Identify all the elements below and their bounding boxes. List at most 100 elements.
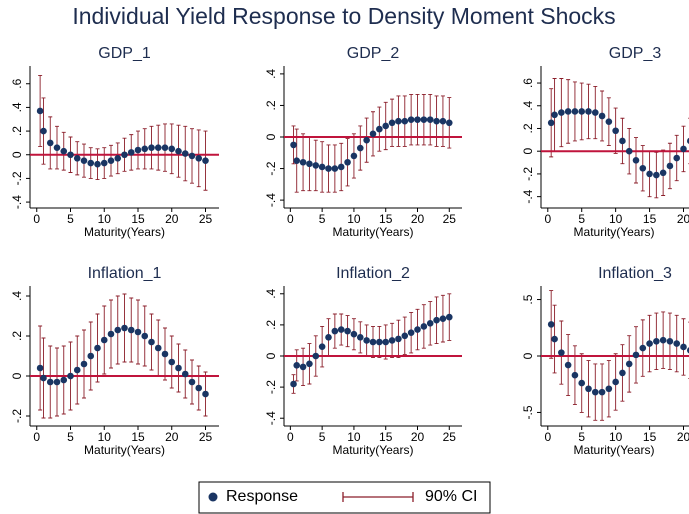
legend-ci-label: 90% CI: [425, 488, 477, 505]
response-point: [578, 108, 586, 115]
response-point: [195, 155, 203, 162]
response-point: [571, 371, 579, 379]
response-point: [87, 352, 95, 360]
y-tick-label: -.5: [521, 405, 535, 419]
y-tick-label: .2: [264, 100, 278, 110]
response-point: [407, 116, 415, 123]
x-axis-label: Maturity(Years): [574, 225, 655, 239]
response-point: [420, 323, 428, 330]
response-point: [53, 378, 61, 386]
x-tick-label: 25: [443, 212, 457, 226]
response-point: [67, 372, 74, 380]
response-point: [632, 156, 640, 164]
response-point: [175, 147, 182, 155]
y-tick-label: .4: [264, 288, 278, 298]
response-point: [612, 378, 619, 386]
response-point: [564, 108, 572, 115]
response-point: [558, 109, 565, 116]
response-point: [401, 332, 409, 340]
response-point: [73, 155, 81, 162]
x-tick-label: 0: [33, 430, 40, 444]
response-point: [134, 146, 142, 154]
response-point: [344, 327, 351, 335]
response-point: [426, 320, 434, 327]
response-point: [325, 165, 332, 172]
response-point: [94, 344, 101, 352]
response-point: [168, 358, 176, 366]
response-point: [382, 338, 390, 346]
response-point: [134, 328, 142, 336]
y-tick-label: 0: [264, 352, 278, 359]
response-point: [80, 360, 88, 368]
response-point: [325, 334, 332, 341]
y-tick-label: .2: [10, 331, 24, 341]
x-axis-label: Maturity(Years): [333, 225, 414, 239]
response-point: [388, 337, 396, 344]
response-point: [639, 344, 647, 352]
response-point: [299, 363, 307, 371]
response-point: [376, 338, 383, 346]
response-point: [376, 125, 383, 133]
x-tick-label: 15: [379, 212, 393, 226]
x-tick-label: 0: [544, 430, 551, 444]
response-point: [605, 385, 613, 393]
response-point: [306, 160, 313, 168]
y-tick-label: -.4: [264, 193, 278, 207]
x-tick-label: 10: [609, 212, 623, 226]
x-tick-label: 15: [379, 430, 393, 444]
x-axis-label: Maturity(Years): [333, 443, 414, 457]
response-point: [337, 163, 345, 171]
response-point: [363, 337, 370, 344]
response-point: [659, 169, 667, 177]
x-tick-label: 15: [643, 430, 657, 444]
x-tick-label: 20: [411, 430, 425, 444]
response-point: [653, 171, 660, 179]
response-point: [141, 332, 149, 340]
response-point: [94, 160, 101, 168]
x-tick-label: 15: [131, 212, 145, 226]
response-point: [673, 154, 681, 162]
response-point: [625, 360, 633, 368]
response-point: [426, 116, 434, 123]
response-point: [154, 144, 162, 151]
response-point: [53, 144, 61, 151]
response-point: [414, 326, 421, 333]
x-tick-label: 0: [544, 212, 551, 226]
response-point: [318, 163, 326, 171]
response-point: [680, 145, 687, 153]
response-point: [181, 150, 189, 157]
y-tick-label: .2: [264, 320, 278, 330]
response-point: [290, 380, 297, 388]
response-point: [121, 324, 128, 332]
response-point: [195, 384, 203, 392]
response-point: [299, 158, 307, 166]
response-point: [293, 362, 301, 369]
response-point: [551, 335, 558, 343]
response-point: [114, 326, 122, 334]
response-point: [46, 139, 54, 147]
response-point: [445, 313, 453, 321]
x-tick-label: 0: [287, 212, 294, 226]
response-point: [181, 370, 189, 378]
y-tick-label: .4: [521, 100, 535, 110]
figure-title: Individual Yield Response to Density Mom…: [72, 3, 615, 29]
panel-title: GDP_3: [609, 45, 662, 62]
x-tick-label: 10: [609, 430, 623, 444]
response-point: [585, 108, 592, 115]
y-tick-label: .6: [521, 78, 535, 88]
response-point: [598, 112, 606, 120]
x-tick-label: 10: [347, 212, 361, 226]
response-point: [46, 378, 54, 386]
y-tick-label: .2: [10, 126, 24, 136]
response-point: [551, 111, 558, 119]
x-tick-label: 20: [165, 212, 179, 226]
y-tick-label: -.2: [264, 380, 278, 394]
x-tick-label: 25: [199, 212, 213, 226]
x-tick-label: 0: [33, 212, 40, 226]
response-point: [407, 329, 415, 336]
response-point: [547, 321, 555, 328]
response-point: [585, 385, 592, 393]
y-tick-label: .4: [10, 291, 24, 301]
